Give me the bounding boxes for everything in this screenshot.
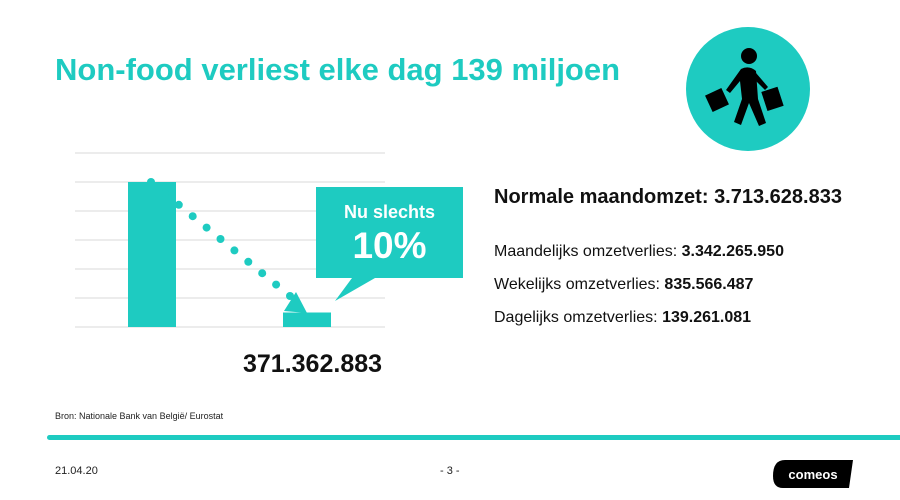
stat-daily: Dagelijks omzetverlies: 139.261.081 — [494, 309, 751, 327]
stat-weekly: Wekelijks omzetverlies: 835.566.487 — [494, 276, 753, 294]
callout-box — [316, 187, 463, 301]
arrow-dot — [258, 269, 267, 278]
arrow-dot — [244, 257, 253, 266]
bar-2 — [283, 312, 331, 327]
arrow-dot — [216, 235, 225, 243]
stat-value: 139.261.081 — [662, 309, 752, 326]
bar-1 — [128, 182, 176, 327]
arrow-head — [284, 292, 307, 313]
page-number: - 3 - — [440, 465, 460, 477]
stat-monthly: Maandelijks omzetverlies: 3.342.265.950 — [494, 243, 784, 261]
arrow-dot — [174, 200, 183, 209]
arrow-dot — [272, 280, 281, 289]
slide-title: Non-food verliest elke dag 139 miljoen — [55, 52, 621, 87]
normal-revenue-label: Normale maandomzet: — [494, 186, 709, 208]
footer-divider — [47, 435, 900, 440]
arrow-dot — [202, 223, 211, 232]
trend-arrow — [147, 178, 307, 313]
bar-data-label: 371.362.883 — [243, 350, 383, 378]
stat-label: Dagelijks omzetverlies: — [494, 309, 658, 326]
arrow-dot — [147, 178, 155, 186]
stat-value: 3.342.265.950 — [681, 243, 784, 260]
normal-revenue: Normale maandomzet: 3.713.628.833 — [494, 186, 842, 209]
source-note: Bron: Nationale Bank van België/ Eurosta… — [55, 411, 224, 421]
arrow-dot — [188, 212, 197, 221]
arrow-dot — [230, 246, 239, 255]
callout-value: 10% — [352, 225, 427, 266]
shopper-with-bags-icon — [686, 27, 810, 151]
footer-date: 21.04.20 — [55, 465, 98, 477]
callout-title: Nu slechts — [343, 202, 436, 222]
comeos-logo: comeos — [773, 460, 853, 488]
normal-revenue-value: 3.713.628.833 — [714, 186, 842, 208]
stat-label: Maandelijks omzetverlies: — [494, 243, 678, 260]
arrow-dot — [160, 189, 169, 198]
stat-value: 835.566.487 — [664, 276, 754, 293]
stat-label: Wekelijks omzetverlies: — [494, 276, 660, 293]
svg-text:comeos: comeos — [788, 467, 837, 482]
arrow-dot — [286, 292, 294, 300]
